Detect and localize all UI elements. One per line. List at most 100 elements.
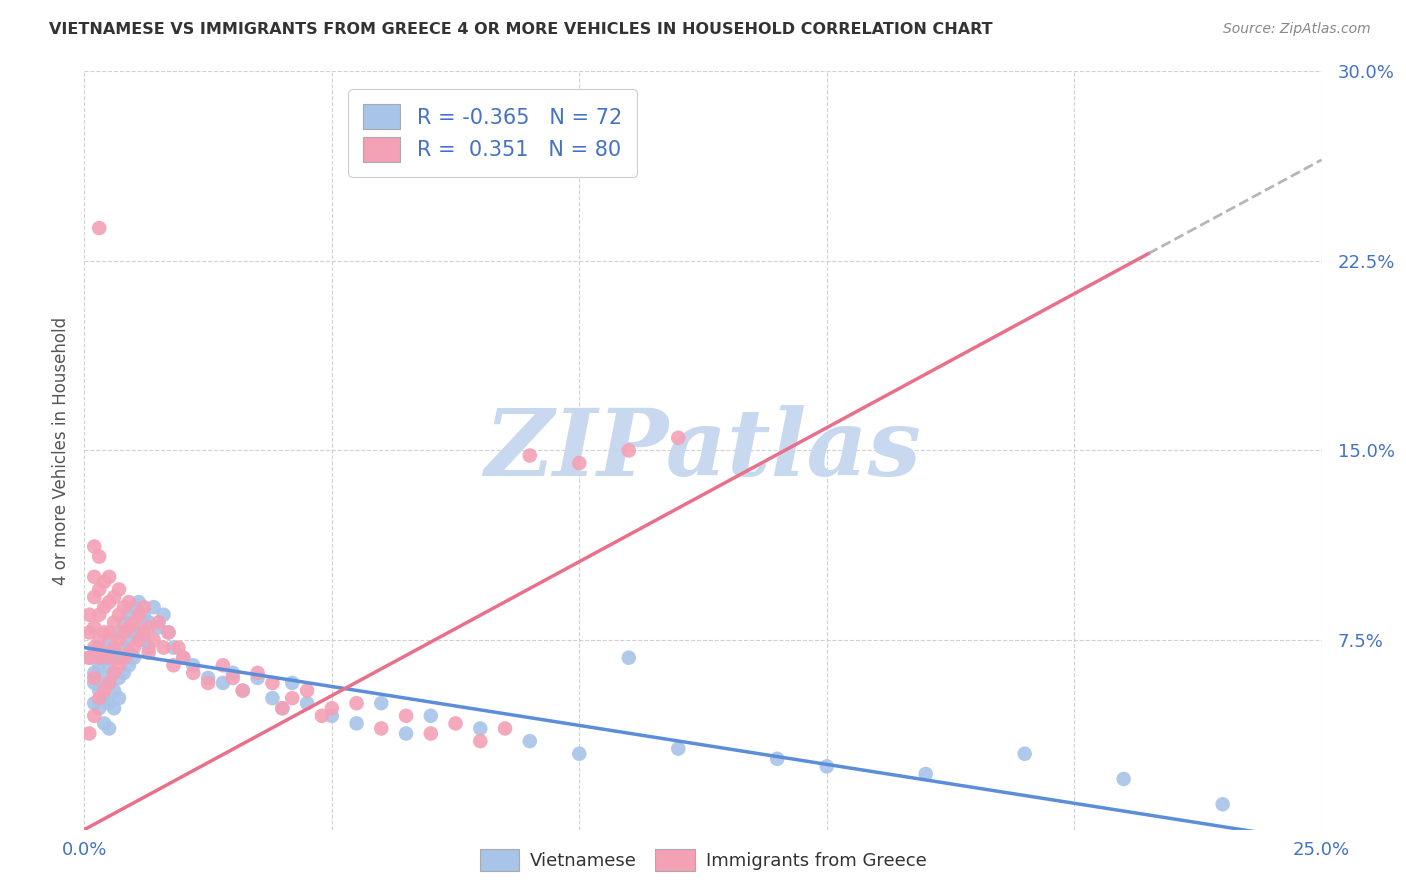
Point <box>222 665 245 680</box>
Point <box>262 676 284 690</box>
Point <box>98 570 121 584</box>
Point <box>89 582 111 597</box>
Point <box>142 633 165 648</box>
Point <box>103 646 125 660</box>
Point <box>98 633 121 648</box>
Point <box>122 640 145 655</box>
Point <box>122 600 145 615</box>
Point <box>89 549 111 564</box>
Point <box>122 625 145 640</box>
Point <box>93 650 115 665</box>
Point <box>212 658 235 673</box>
Point <box>98 676 121 690</box>
Point <box>395 708 418 723</box>
Point <box>766 752 789 766</box>
Point <box>152 607 174 622</box>
Y-axis label: 4 or more Vehicles in Household: 4 or more Vehicles in Household <box>52 317 70 584</box>
Point <box>162 658 184 673</box>
Point <box>132 633 155 648</box>
Point <box>93 625 115 640</box>
Point <box>519 449 541 463</box>
Point <box>128 633 150 648</box>
Point <box>519 734 541 748</box>
Point <box>138 615 160 630</box>
Point <box>419 708 441 723</box>
Point <box>172 650 194 665</box>
Point <box>93 574 115 589</box>
Point <box>568 456 591 470</box>
Point <box>108 691 131 706</box>
Point <box>108 607 131 622</box>
Point <box>666 431 689 445</box>
Point <box>118 633 141 648</box>
Point <box>311 708 333 723</box>
Point <box>79 650 101 665</box>
Point <box>98 625 121 640</box>
Point <box>370 722 392 736</box>
Point <box>212 676 235 690</box>
Point <box>98 595 121 609</box>
Point <box>112 665 135 680</box>
Point <box>157 625 180 640</box>
Point <box>103 683 125 698</box>
Point <box>108 671 131 685</box>
Point <box>103 701 125 715</box>
Text: VIETNAMESE VS IMMIGRANTS FROM GREECE 4 OR MORE VEHICLES IN HOUSEHOLD CORRELATION: VIETNAMESE VS IMMIGRANTS FROM GREECE 4 O… <box>49 22 993 37</box>
Point <box>128 595 150 609</box>
Point <box>246 665 269 680</box>
Point <box>370 696 392 710</box>
Point <box>281 691 304 706</box>
Point <box>83 590 105 604</box>
Point <box>93 646 115 660</box>
Point <box>346 716 368 731</box>
Point <box>128 607 150 622</box>
Point <box>98 696 121 710</box>
Point <box>103 665 125 680</box>
Point <box>444 716 467 731</box>
Point <box>295 696 318 710</box>
Point <box>172 650 194 665</box>
Point <box>162 640 184 655</box>
Point <box>132 600 155 615</box>
Point <box>281 676 304 690</box>
Point <box>617 650 640 665</box>
Point <box>138 640 160 655</box>
Point <box>103 615 125 630</box>
Point <box>83 540 105 554</box>
Point <box>108 650 131 665</box>
Legend: Vietnamese, Immigrants from Greece: Vietnamese, Immigrants from Greece <box>472 842 934 879</box>
Point <box>118 620 141 634</box>
Point <box>83 696 105 710</box>
Point <box>112 600 135 615</box>
Point <box>617 443 640 458</box>
Point <box>112 650 135 665</box>
Point <box>83 620 105 634</box>
Point <box>89 658 111 673</box>
Point <box>83 708 105 723</box>
Point <box>321 701 343 715</box>
Point <box>112 615 135 630</box>
Point <box>83 671 105 685</box>
Point <box>89 691 111 706</box>
Point <box>108 582 131 597</box>
Point <box>103 590 125 604</box>
Point <box>148 615 170 630</box>
Point <box>103 665 125 680</box>
Point <box>79 607 101 622</box>
Point <box>89 640 111 655</box>
Point <box>89 650 111 665</box>
Point <box>494 722 516 736</box>
Point <box>1212 797 1234 812</box>
Point <box>83 676 105 690</box>
Point <box>83 570 105 584</box>
Point <box>568 747 591 761</box>
Point <box>1014 747 1036 761</box>
Point <box>181 665 204 680</box>
Point <box>89 221 111 235</box>
Point <box>271 701 294 715</box>
Point <box>108 625 131 640</box>
Point <box>815 759 838 773</box>
Point <box>132 607 155 622</box>
Point <box>89 683 111 698</box>
Point <box>122 650 145 665</box>
